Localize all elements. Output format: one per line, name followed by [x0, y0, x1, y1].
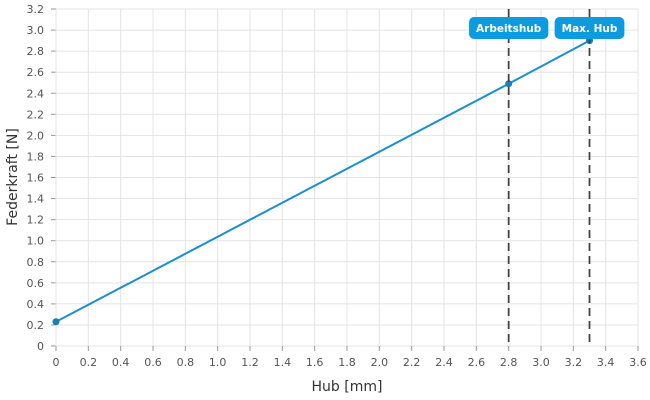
data-point [505, 80, 513, 88]
y-tick-label: 2.2 [27, 108, 45, 121]
x-tick-label: 2.4 [435, 356, 453, 369]
x-tick-label: 0.4 [112, 356, 130, 369]
y-tick-label: 0.4 [27, 298, 45, 311]
y-tick-label: 2.4 [27, 87, 45, 100]
y-tick-label: 3.0 [27, 24, 45, 37]
x-tick-label: 1.6 [306, 356, 324, 369]
marker-label-text: Arbeitshub [476, 23, 542, 35]
x-tick-label: 1.4 [274, 356, 292, 369]
data-point [52, 318, 60, 326]
x-tick-label: 2.2 [403, 356, 421, 369]
x-tick-label: 1.2 [241, 356, 259, 369]
y-tick-label: 1.8 [27, 150, 45, 163]
x-axis-ticks: 0 0.2 0.4 0.6 0.8 1.0 1.2 1.4 1.6 1.8 2.0 2.2 2.4 2.6… [53, 356, 647, 369]
y-tick-label: 1.6 [27, 172, 45, 185]
x-tick-label: 3.2 [565, 356, 583, 369]
y-tick-label: 2.6 [27, 66, 45, 79]
x-tick-label: 2.0 [371, 356, 389, 369]
x-tick-label: 1.8 [338, 356, 356, 369]
x-tick-label: 0.6 [144, 356, 162, 369]
y-tick-label: 1.2 [27, 214, 45, 227]
y-tick-label: 1.0 [27, 235, 45, 248]
x-tick-label: 0.2 [80, 356, 98, 369]
x-tick-label: 0.8 [177, 356, 195, 369]
y-tick-label: 3.2 [27, 3, 45, 16]
y-tick-label: 0.8 [27, 256, 45, 269]
marker-label: Arbeitshub [469, 17, 549, 39]
y-tick-label: 0.6 [27, 277, 45, 290]
marker-label-background [469, 17, 549, 39]
x-tick-label: 0 [53, 356, 60, 369]
y-axis-title: Federkraft [N] [5, 128, 21, 226]
x-tick-label: 2.6 [468, 356, 486, 369]
x-axis-title: Hub [mm] [312, 379, 383, 395]
grid [51, 8, 639, 351]
y-tick-label: 2.8 [27, 45, 45, 58]
y-axis-ticks: 0 0.2 0.4 0.6 0.8 1.0 1.2 1.4 1.6 1.8 2.0 2.2 2.4 2.6… [27, 3, 45, 353]
y-tick-label: 1.4 [27, 193, 45, 206]
y-tick-label: 0 [37, 340, 44, 353]
x-tick-label: 3.0 [532, 356, 550, 369]
x-tick-label: 2.8 [500, 356, 518, 369]
marker-label-text: Max. Hub [562, 23, 618, 35]
x-tick-label: 1.0 [209, 356, 227, 369]
marker-label-background [554, 17, 625, 39]
vertical-markers: Arbeitshub Max. Hub [469, 9, 625, 346]
y-tick-label: 2.0 [27, 129, 45, 142]
marker-label: Max. Hub [554, 17, 625, 39]
x-tick-label: 3.4 [597, 356, 615, 369]
y-tick-label: 0.2 [27, 319, 45, 332]
series [52, 37, 593, 326]
x-tick-label: 3.6 [629, 356, 647, 369]
